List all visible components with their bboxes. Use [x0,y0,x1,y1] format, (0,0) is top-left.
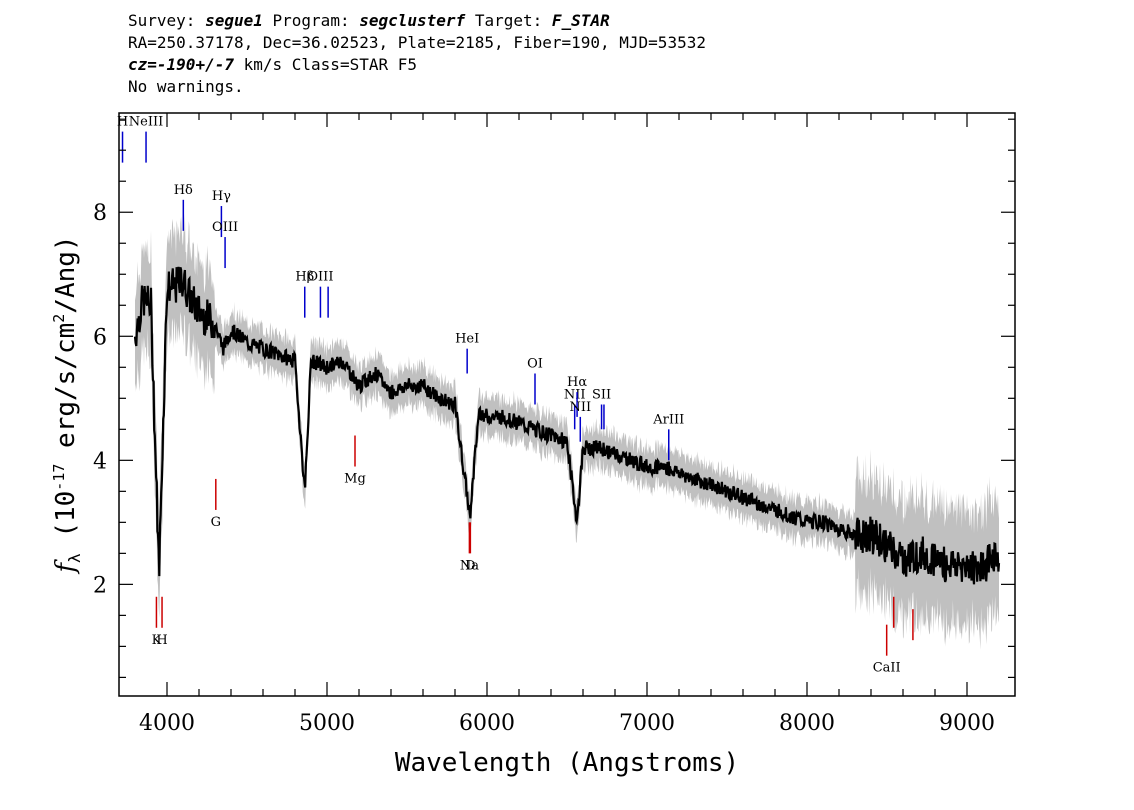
line-label-2: Hδ [174,183,193,198]
line-label-11: Hα [567,375,587,390]
y-tick-8: 8 [93,201,107,226]
target-value: F_STAR [551,11,610,30]
y-tick-2: 2 [93,573,107,598]
line-label-17: H [156,633,167,648]
x-tick-9000: 9000 [939,711,995,736]
y-axis-label: fλ (10-17 erg/s/cm2/Ang) [50,235,84,574]
flux-line [133,266,1001,585]
x-tick-4000: 4000 [139,711,195,736]
line-label-13: SII [592,388,611,403]
cz-unit-class: km/s Class=STAR F5 [243,55,417,74]
cz-label: cz= [128,55,157,74]
x-tick-6000: 6000 [459,711,515,736]
spectrum-header: Survey: segue1 Program: segclusterf Targ… [128,10,706,98]
x-tick-7000: 7000 [619,711,675,736]
line-label-6: OIII [307,270,333,285]
x-tick-8000: 8000 [779,711,835,736]
line-label-20: Na [460,558,479,573]
line-label-16: K [152,633,162,648]
line-label-4: OIII [212,220,238,235]
x-axis-label: Wavelength (Angstroms) [395,748,739,778]
error-band [135,213,999,650]
line-label-8: HeI [455,332,479,347]
survey-value: segue1 [205,11,263,30]
header-line-2: RA=250.37178, Dec=36.02523, Plate=2185, … [128,33,706,52]
line-label-1: NeIII [129,115,163,130]
header-line-1: Survey: segue1 Program: segclusterf Targ… [128,10,706,32]
program-label: Program: [272,11,350,30]
line-label-5: Hβ [295,270,314,285]
plot-frame [118,112,1016,697]
line-label-21: D [465,558,475,573]
flux-series [133,266,1001,585]
y-tick-6: 6 [93,325,107,350]
line-label-19: Mg [344,472,366,487]
line-label-15: ArIII [652,412,684,427]
line-label-3: Hγ [212,189,231,204]
y-tick-4: 4 [93,449,107,474]
survey-label: Survey: [128,11,196,30]
svg-text:fλ (10-17 erg/s/cm2/Ang): fλ (10-17 erg/s/cm2/Ang) [50,235,84,574]
axis-ticks: 4000 5000 6000 7000 8000 9000 2 4 6 8 [93,113,1015,736]
program-value: segclusterf [359,11,466,30]
line-label-9: OI [527,356,543,371]
header-line-3: cz=-190+/-7 km/s Class=STAR F5 [128,54,706,76]
x-tick-5000: 5000 [299,711,355,736]
line-label-10: NII [564,388,586,403]
line-label-0: H [117,115,128,130]
error-band-area [135,213,999,650]
line-label-22: CaII [873,661,901,676]
line-label-12: NII [569,400,591,415]
line-label-18: G [211,515,221,530]
cz-value: -190+/-7 [156,55,234,74]
header-line-4: No warnings. [128,77,244,96]
target-label: Target: [474,11,543,30]
